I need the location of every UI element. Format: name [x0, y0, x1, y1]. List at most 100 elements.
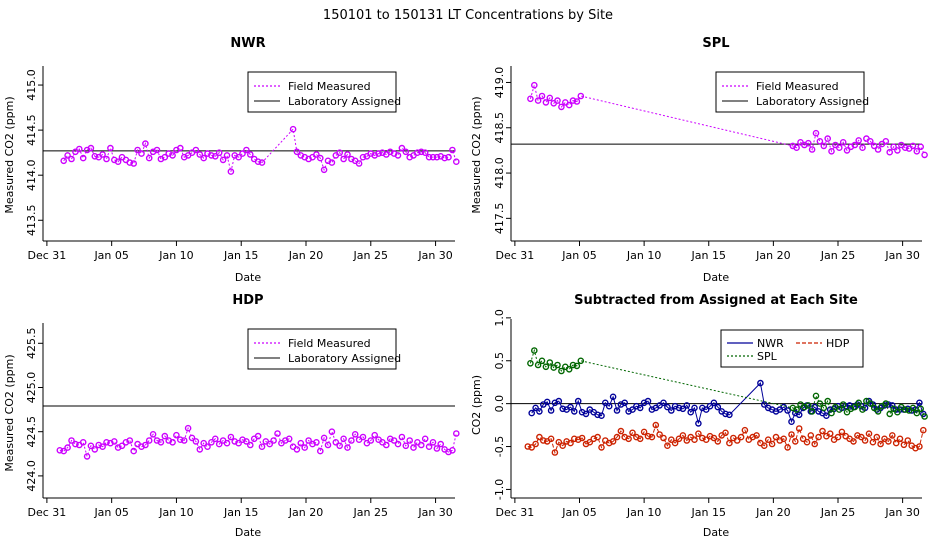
data-point: [671, 439, 679, 447]
x-tick-label: Jan 15: [223, 249, 258, 262]
legend: Field Measured Laboratory Assigned: [247, 328, 401, 370]
data-point: [56, 446, 64, 454]
data-point: [757, 379, 764, 387]
data-point: [188, 434, 196, 442]
data-point: [834, 433, 842, 441]
data-point: [808, 146, 816, 153]
data-point: [648, 433, 656, 441]
data-point: [305, 437, 312, 444]
data-point: [153, 146, 161, 154]
data-point: [445, 153, 452, 161]
data-point: [534, 97, 542, 104]
data-point: [812, 129, 820, 137]
data-point: [636, 435, 644, 443]
data-point: [889, 402, 896, 409]
x-tick-label: Jan 20: [288, 249, 323, 262]
data-point: [211, 435, 219, 443]
data-point: [223, 439, 231, 447]
data-point: [83, 453, 91, 460]
data-point: [761, 442, 768, 450]
data-point: [792, 438, 799, 445]
data-point: [656, 431, 663, 438]
data-point: [130, 160, 137, 167]
x-axis-label: Date: [703, 271, 730, 284]
data-point: [565, 101, 573, 109]
data-point: [64, 444, 71, 451]
data-point: [836, 406, 843, 413]
data-point: [551, 449, 559, 456]
data-point: [567, 403, 574, 411]
data-point: [815, 433, 822, 441]
data-point: [79, 154, 87, 162]
chart-nwr: NWR Date Measured CO2 (ppm) Dec 31 Jan 05…: [3, 36, 460, 284]
data-point: [402, 442, 410, 450]
data-point: [558, 103, 565, 111]
data-point: [683, 402, 691, 409]
data-point: [873, 433, 881, 441]
data-point: [793, 406, 800, 413]
data-point: [598, 412, 605, 420]
data-point: [920, 426, 927, 434]
data-point: [916, 443, 923, 450]
data-point: [161, 432, 169, 440]
data-point: [258, 443, 266, 451]
data-point: [421, 149, 429, 156]
data-point: [900, 441, 908, 449]
data-point: [320, 166, 328, 174]
data-point: [602, 399, 609, 407]
data-point: [235, 439, 242, 447]
data-point: [877, 440, 884, 448]
data-point: [838, 428, 846, 436]
data-point: [532, 440, 539, 448]
data-point: [859, 144, 866, 151]
x-tick-label: Jan 25: [820, 249, 855, 262]
data-point: [223, 152, 231, 159]
data-point: [683, 437, 691, 444]
data-point: [103, 438, 110, 446]
data-point: [546, 94, 554, 102]
data-point: [390, 437, 398, 444]
y-axis-label: Measured CO2 (ppm): [3, 354, 16, 471]
data-point: [660, 434, 667, 442]
data-point: [577, 92, 585, 100]
data-point: [901, 406, 909, 413]
data-point: [882, 137, 890, 145]
data-point: [87, 144, 95, 152]
data-point: [820, 404, 828, 412]
data-point: [679, 432, 687, 439]
y-tick-label: 425.0: [25, 372, 38, 404]
data-point: [169, 438, 176, 446]
data-point: [909, 404, 917, 412]
series-line-hdp: [527, 423, 924, 455]
x-tick-label: Jan 25: [353, 249, 388, 262]
data-point: [894, 408, 901, 416]
data-point: [527, 95, 534, 103]
data-point: [861, 437, 869, 444]
data-point: [543, 398, 551, 406]
data-point: [571, 435, 578, 443]
data-point: [79, 438, 87, 446]
data-point: [452, 158, 460, 165]
data-point: [621, 399, 629, 407]
data-point: [828, 147, 835, 155]
data-point: [807, 432, 815, 439]
y-axis-label: Measured CO2 (ppm): [3, 96, 16, 213]
data-point: [808, 408, 816, 415]
data-point: [652, 421, 660, 429]
x-tick-label: Dec 31: [495, 506, 534, 519]
data-point: [126, 437, 134, 444]
data-point: [874, 408, 882, 415]
series-line-field-measured: [529, 83, 926, 156]
data-point: [609, 438, 617, 445]
data-point: [826, 406, 834, 413]
data-point: [149, 430, 157, 438]
data-point: [270, 437, 277, 444]
data-point: [702, 436, 710, 444]
data-point: [266, 440, 274, 448]
data-point: [169, 152, 176, 159]
data-point: [258, 159, 266, 166]
data-point: [819, 427, 826, 435]
data-point: [538, 357, 546, 365]
data-point: [594, 411, 601, 419]
data-point: [799, 435, 807, 443]
